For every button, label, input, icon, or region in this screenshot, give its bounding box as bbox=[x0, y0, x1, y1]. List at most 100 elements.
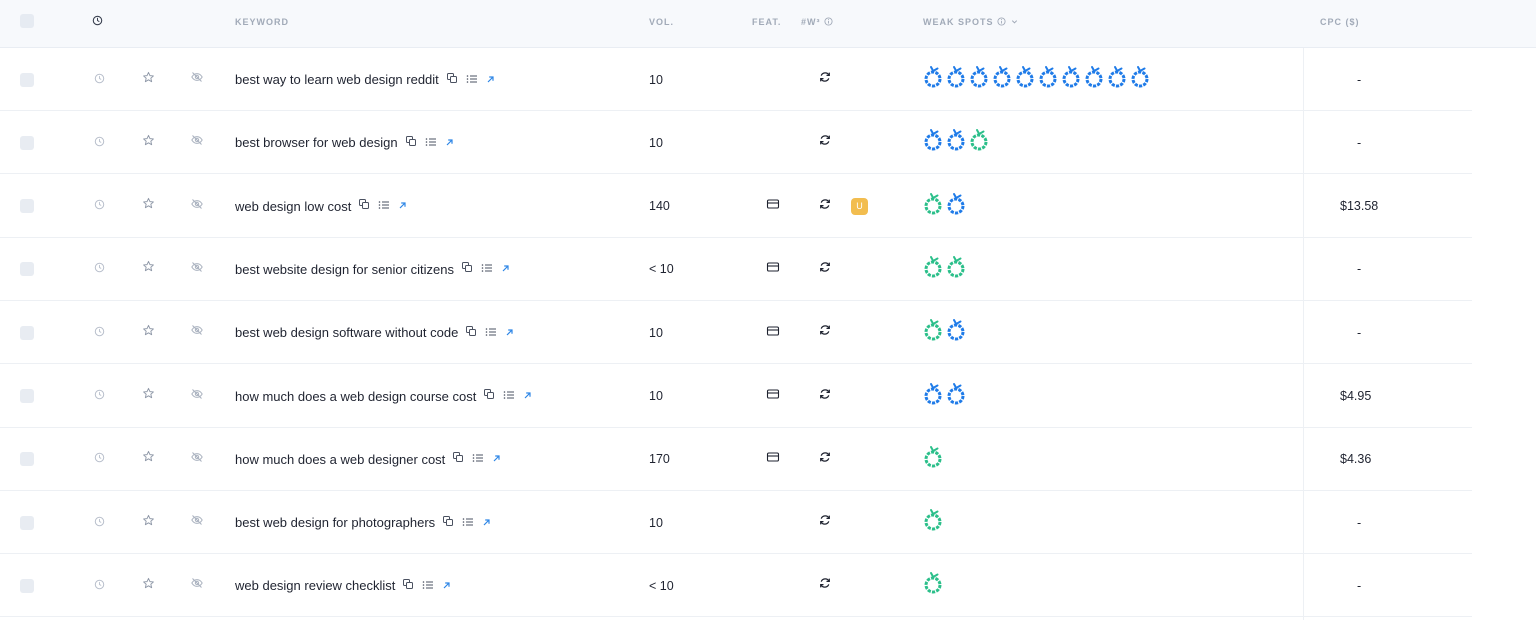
keyword-text[interactable]: web design review checklist bbox=[235, 578, 396, 594]
row-checkbox[interactable] bbox=[20, 199, 34, 214]
row-checkbox[interactable] bbox=[20, 515, 34, 530]
hide-cell bbox=[190, 491, 204, 554]
keyword-text[interactable]: best way to learn web design reddit bbox=[235, 72, 439, 87]
sync-icon[interactable] bbox=[818, 323, 832, 342]
keyword-text[interactable]: best website design for senior citizens bbox=[235, 261, 454, 277]
list-icon[interactable] bbox=[466, 71, 478, 89]
row-checkbox[interactable] bbox=[20, 262, 34, 277]
eye-off-icon[interactable] bbox=[190, 323, 204, 342]
feature-card-icon[interactable] bbox=[766, 197, 780, 215]
keyword-column-header[interactable]: KEYWORD bbox=[235, 17, 289, 27]
copy-icon[interactable] bbox=[358, 197, 370, 215]
feature-card-icon[interactable] bbox=[766, 260, 780, 278]
eye-off-icon[interactable] bbox=[190, 133, 204, 152]
list-icon[interactable] bbox=[425, 134, 437, 152]
info-icon[interactable] bbox=[997, 17, 1006, 26]
sync-icon[interactable] bbox=[818, 197, 832, 216]
clock-icon[interactable] bbox=[94, 260, 105, 278]
copy-icon[interactable] bbox=[405, 134, 417, 152]
star-icon[interactable] bbox=[142, 450, 155, 468]
external-link-icon[interactable] bbox=[486, 71, 495, 89]
clock-icon[interactable] bbox=[94, 387, 105, 405]
eye-off-icon[interactable] bbox=[190, 513, 204, 532]
eye-off-icon[interactable] bbox=[190, 387, 204, 406]
star-icon[interactable] bbox=[142, 387, 155, 405]
clock-icon[interactable] bbox=[94, 71, 105, 89]
feature-card-icon[interactable] bbox=[766, 450, 780, 468]
weak-spots-column-header[interactable]: WEAK SPOTS bbox=[923, 0, 1019, 48]
star-icon[interactable] bbox=[142, 71, 155, 89]
sync-icon[interactable] bbox=[818, 450, 832, 469]
eye-off-icon[interactable] bbox=[190, 260, 204, 279]
star-icon[interactable] bbox=[142, 324, 155, 342]
sync-icon[interactable] bbox=[818, 133, 832, 152]
list-icon[interactable] bbox=[472, 450, 484, 468]
row-checkbox[interactable] bbox=[20, 135, 34, 150]
list-icon[interactable] bbox=[378, 197, 390, 215]
clock-icon[interactable] bbox=[92, 15, 103, 26]
keyword-text[interactable]: best browser for web design bbox=[235, 135, 398, 151]
star-icon[interactable] bbox=[142, 197, 155, 215]
info-icon[interactable] bbox=[824, 17, 833, 26]
star-icon[interactable] bbox=[142, 260, 155, 278]
copy-icon[interactable] bbox=[446, 71, 458, 89]
copy-icon[interactable] bbox=[461, 260, 473, 278]
eye-off-icon[interactable] bbox=[190, 197, 204, 216]
list-icon[interactable] bbox=[485, 324, 497, 342]
select-all-checkbox[interactable] bbox=[20, 14, 34, 28]
star-icon[interactable] bbox=[142, 577, 155, 595]
copy-icon[interactable] bbox=[483, 387, 495, 405]
list-icon[interactable] bbox=[422, 577, 434, 595]
star-icon[interactable] bbox=[142, 514, 155, 532]
list-icon[interactable] bbox=[462, 514, 474, 532]
keyword-text[interactable]: web design low cost bbox=[235, 198, 352, 214]
star-icon[interactable] bbox=[142, 134, 155, 152]
sync-icon[interactable] bbox=[818, 576, 832, 595]
chevron-down-icon[interactable] bbox=[1010, 17, 1019, 26]
copy-icon[interactable] bbox=[465, 324, 477, 342]
external-link-icon[interactable] bbox=[482, 514, 491, 532]
clock-icon[interactable] bbox=[94, 514, 105, 532]
keyword-tools bbox=[402, 577, 451, 595]
feature-card-icon[interactable] bbox=[766, 324, 780, 342]
row-checkbox[interactable] bbox=[20, 578, 34, 593]
copy-icon[interactable] bbox=[442, 514, 454, 532]
list-icon[interactable] bbox=[503, 387, 515, 405]
external-link-icon[interactable] bbox=[523, 387, 532, 405]
feature-card-icon[interactable] bbox=[766, 387, 780, 405]
sync-icon[interactable] bbox=[818, 387, 832, 406]
volume-column-header[interactable]: VOL. bbox=[649, 17, 675, 27]
row-checkbox[interactable] bbox=[20, 72, 34, 87]
sync-icon[interactable] bbox=[818, 70, 832, 89]
keyword-text[interactable]: how much does a web designer cost bbox=[235, 451, 446, 467]
eye-off-icon[interactable] bbox=[190, 70, 204, 89]
clock-icon[interactable] bbox=[94, 134, 105, 152]
volume-value: 10 bbox=[649, 389, 663, 403]
keyword-text[interactable]: best web design for photographers bbox=[235, 515, 436, 531]
row-checkbox[interactable] bbox=[20, 452, 34, 467]
cpc-column-header[interactable]: CPC ($) bbox=[1320, 17, 1360, 27]
row-checkbox[interactable] bbox=[20, 389, 34, 403]
external-link-icon[interactable] bbox=[442, 577, 451, 595]
row-checkbox[interactable] bbox=[20, 325, 34, 340]
eye-off-icon[interactable] bbox=[190, 450, 204, 469]
sync-icon[interactable] bbox=[818, 513, 832, 532]
keyword-text[interactable]: how much does a web design course cost bbox=[235, 388, 477, 404]
features-column-header[interactable]: FEAT. bbox=[752, 17, 782, 27]
external-link-icon[interactable] bbox=[501, 260, 510, 278]
clock-icon[interactable] bbox=[94, 324, 105, 342]
external-link-icon[interactable] bbox=[398, 197, 407, 215]
w3-column-header[interactable]: #W³ bbox=[801, 0, 833, 48]
eye-off-icon[interactable] bbox=[190, 576, 204, 595]
list-icon[interactable] bbox=[481, 260, 493, 278]
external-link-icon[interactable] bbox=[505, 324, 514, 342]
clock-icon[interactable] bbox=[94, 450, 105, 468]
sync-icon[interactable] bbox=[818, 260, 832, 279]
external-link-icon[interactable] bbox=[492, 450, 501, 468]
keyword-text[interactable]: best web design software without code bbox=[235, 325, 459, 341]
copy-icon[interactable] bbox=[452, 450, 464, 468]
copy-icon[interactable] bbox=[402, 577, 414, 595]
clock-icon[interactable] bbox=[94, 577, 105, 595]
clock-icon[interactable] bbox=[94, 197, 105, 215]
external-link-icon[interactable] bbox=[445, 134, 454, 152]
